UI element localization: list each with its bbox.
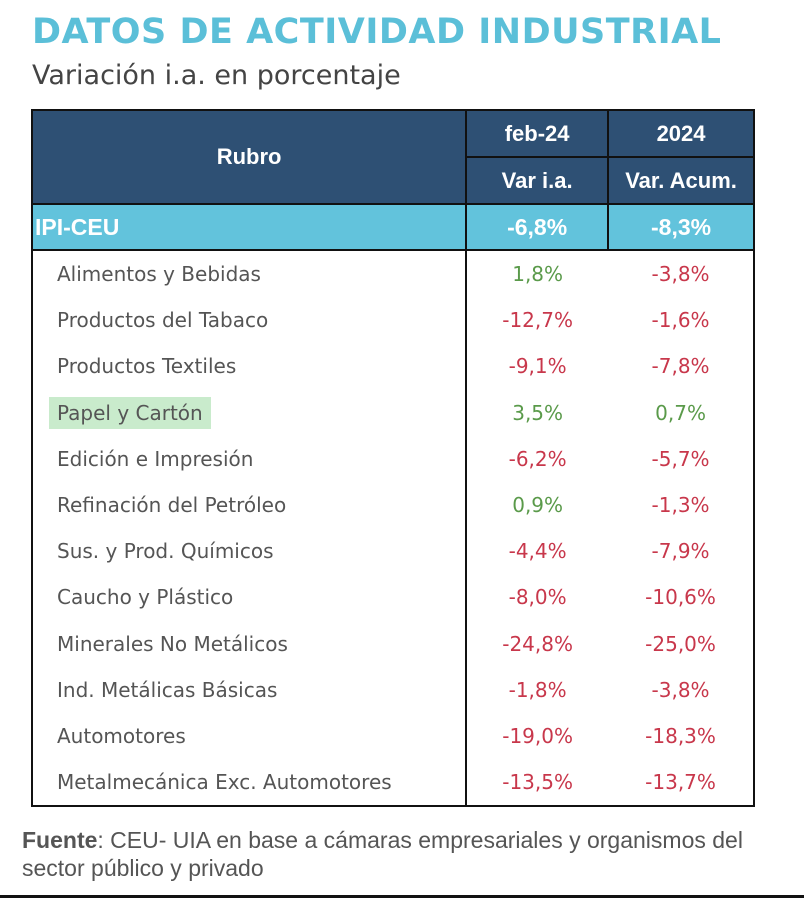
total-var-ia: -6,8% <box>465 203 610 251</box>
total-var-acum: -8,3% <box>607 203 755 251</box>
row-label-cell: Refinación del Petróleo <box>30 481 468 529</box>
row-var-ia: 0,9% <box>512 493 564 518</box>
table-row: Refinación del Petróleo 0,9% -1,3% <box>30 481 755 529</box>
row-label-cell: Ind. Metálicas Básicas <box>30 666 468 713</box>
table-row: Alimentos y Bebidas 1,8% -3,8% <box>30 250 755 298</box>
table-row: Edición e Impresión -6,2% -5,7% <box>30 435 755 482</box>
row-label-cell: Automotores <box>30 712 468 760</box>
row-label: Caucho y Plástico <box>57 585 234 610</box>
header-2024: 2024 <box>607 109 755 158</box>
row-var-ia: -12,7% <box>502 308 573 333</box>
row-var-ia: 1,8% <box>512 262 564 287</box>
source-note: Fuente: CEU- UIA en base a cámaras empre… <box>22 826 792 882</box>
row-label: Automotores <box>57 723 186 748</box>
table-row: Minerales No Metálicos -24,8% -25,0% <box>30 620 755 667</box>
row-label-cell: Metalmecánica Exc. Automotores <box>30 759 468 808</box>
table-row: Productos Textiles -9,1% -7,8% <box>30 343 755 390</box>
row-label: Minerales No Metálicos <box>57 631 288 656</box>
row-var-ia: 3,5% <box>512 400 564 425</box>
total-label: IPI-CEU <box>30 203 468 251</box>
header-feb-24: feb-24 <box>465 109 610 158</box>
row-var-ia: -9,1% <box>508 354 567 379</box>
row-var-ia: -8,0% <box>508 585 567 610</box>
row-label-cell: Caucho y Plástico <box>30 574 468 621</box>
industrial-activity-table: Rubro feb-24 2024 Var i.a. Var. Acum. IP… <box>30 109 755 808</box>
page-subtitle: Variación i.a. en porcentaje <box>32 60 401 91</box>
row-var-acum: -3,8% <box>608 250 755 298</box>
row-label: Productos Textiles <box>57 354 237 379</box>
total-row: IPI-CEU -6,8% -8,3% <box>30 203 755 251</box>
row-label-cell: Productos del Tabaco <box>30 297 468 344</box>
row-label: Metalmecánica Exc. Automotores <box>57 770 392 795</box>
row-label-cell: Edición e Impresión <box>30 435 468 482</box>
row-var-ia: -13,5% <box>466 759 609 808</box>
row-var-acum: 0,7% <box>608 389 755 436</box>
page-title: DATOS DE ACTIVIDAD INDUSTRIAL <box>32 12 722 52</box>
bottom-divider <box>0 895 804 898</box>
row-var-acum: -5,7% <box>608 435 755 482</box>
row-label: Productos del Tabaco <box>57 308 269 333</box>
row-var-acum: -13,7% <box>608 759 755 808</box>
row-label-cell: Papel y Cartón <box>30 389 468 436</box>
row-label: Alimentos y Bebidas <box>57 262 261 287</box>
table-row: Metalmecánica Exc. Automotores -13,5% -13,… <box>30 759 755 808</box>
row-var-acum: -3,8% <box>608 666 755 713</box>
source-text: : CEU- UIA en base a cámaras empresarial… <box>22 827 743 881</box>
row-var-acum: -7,8% <box>608 343 755 390</box>
row-var-ia: -19,0% <box>502 723 573 748</box>
table-row: Caucho y Plástico -8,0% -10,6% <box>30 574 755 621</box>
row-var-ia: -6,2% <box>508 446 567 471</box>
row-label-cell: Alimentos y Bebidas <box>30 250 468 298</box>
row-var-ia: -4,4% <box>508 539 567 564</box>
row-label-cell: Sus. y Prod. Químicos <box>30 528 468 575</box>
table-row: Automotores -19,0% -18,3% <box>30 712 755 760</box>
row-label: Ind. Metálicas Básicas <box>57 677 278 702</box>
row-label: Papel y Cartón <box>49 396 211 429</box>
table-row: Productos del Tabaco -12,7% -1,6% <box>30 297 755 344</box>
table-row: Ind. Metálicas Básicas -1,8% -3,8% <box>30 666 755 713</box>
row-var-acum: -18,3% <box>608 712 755 760</box>
row-var-acum: -7,9% <box>608 528 755 575</box>
header-rubro: Rubro <box>30 109 468 205</box>
header-var-ia: Var i.a. <box>465 156 610 205</box>
row-label: Edición e Impresión <box>57 446 254 471</box>
table-row: Papel y Cartón 3,5% 0,7% <box>30 389 755 436</box>
table-row: Sus. y Prod. Químicos -4,4% -7,9% <box>30 528 755 575</box>
header-var-acum: Var. Acum. <box>607 156 755 205</box>
row-var-ia: -24,8% <box>502 631 573 656</box>
source-label: Fuente <box>22 827 98 853</box>
row-var-ia: -1,8% <box>508 677 567 702</box>
row-var-acum: -1,6% <box>608 297 755 344</box>
row-var-acum: -25,0% <box>608 620 755 667</box>
row-var-acum: -1,3% <box>608 481 755 529</box>
row-label: Sus. y Prod. Químicos <box>57 539 274 564</box>
row-label-cell: Productos Textiles <box>30 343 468 390</box>
row-label: Refinación del Petróleo <box>57 493 287 518</box>
row-var-acum: -10,6% <box>608 574 755 621</box>
row-label-cell: Minerales No Metálicos <box>30 620 468 667</box>
